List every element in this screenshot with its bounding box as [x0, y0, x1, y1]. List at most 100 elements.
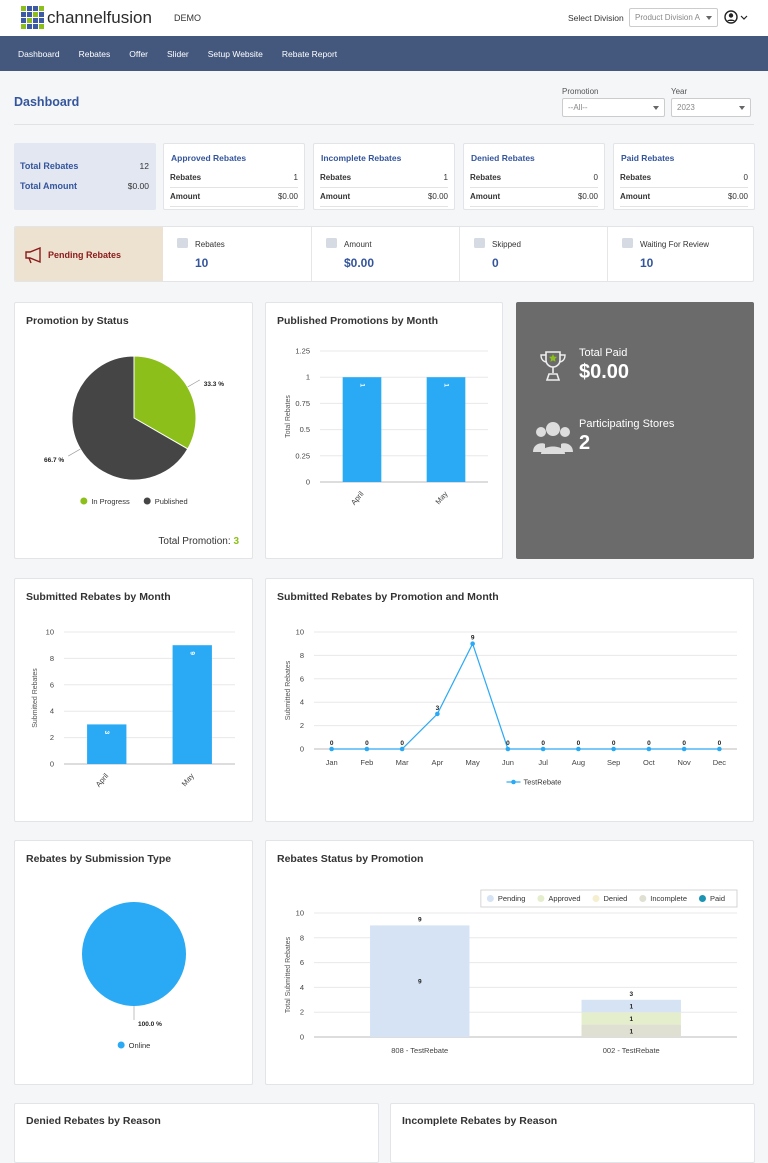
- stores-icon: [533, 422, 573, 454]
- divider: [14, 124, 754, 125]
- y-tick-label: 4: [300, 983, 304, 992]
- header: channelfusion DEMO Select Division Product …: [0, 0, 768, 36]
- y-tick-label: 8: [50, 654, 54, 663]
- card-row-label: Rebates: [470, 173, 502, 182]
- point: [505, 746, 511, 752]
- nav-item[interactable]: Rebates: [78, 48, 111, 59]
- legend-swatch: [592, 895, 600, 902]
- nav-item[interactable]: Dashboard: [18, 48, 60, 59]
- footer-value: 3: [233, 536, 239, 547]
- legend-label: Pending: [498, 894, 526, 903]
- x-tick-label: Oct: [643, 758, 656, 767]
- total-label: 3: [629, 991, 633, 998]
- paid-panel: Total Paid $0.00 Participating Stores 2: [516, 302, 754, 559]
- x-tick-label: April: [349, 489, 366, 507]
- panel-title: Incomplete Rebates by Reason: [402, 1115, 558, 1127]
- card-row-value: 1: [293, 173, 298, 182]
- pending-cell: Waiting For Review 10: [607, 227, 753, 281]
- chart: Submitted Rebates by Promotion and Month…: [277, 591, 737, 787]
- logo-icon: [21, 6, 44, 29]
- y-axis-title: Total Rebates: [285, 395, 292, 438]
- x-tick-label: Jun: [502, 758, 514, 767]
- totals-box: Total Rebates 12 Total Amount $0.00: [14, 143, 156, 210]
- point: [364, 746, 370, 752]
- bar: [172, 645, 212, 764]
- pending-item-label: Skipped: [492, 240, 521, 249]
- point-label: 0: [400, 740, 404, 747]
- y-tick-label: 0.5: [300, 425, 310, 434]
- point: [435, 711, 440, 717]
- legend-swatch: [537, 895, 545, 902]
- y-tick-label: 0: [300, 1033, 304, 1042]
- status-card: Denied Rebates Rebates 0 Amount $0.00: [463, 143, 605, 210]
- pending-icon: [474, 238, 485, 248]
- segment-label: 9: [418, 979, 422, 986]
- chart-title: Promotion by Status: [26, 315, 129, 327]
- nav-bar: Dashboard Rebates Offer Slider Setup Website…: [0, 36, 768, 71]
- bar-segment: [581, 1012, 681, 1025]
- card-row-value: $0.00: [427, 192, 448, 201]
- bar: [426, 377, 466, 482]
- pie-label: 66.7 %: [44, 457, 64, 464]
- legend-swatch: [143, 497, 151, 505]
- y-tick-label: 4: [50, 707, 54, 716]
- point-label: 0: [682, 740, 686, 747]
- nav-item[interactable]: Rebate Report: [281, 48, 338, 59]
- point-label: 0: [577, 740, 581, 747]
- point-label: 0: [612, 740, 616, 747]
- nav-item[interactable]: Slider: [167, 48, 189, 59]
- division-select[interactable]: Product Division A: [629, 8, 718, 27]
- pending-item-value: 10: [195, 256, 209, 270]
- chart: Submitted Rebates by Month 0 2 4 6 8 10 Submitt…: [26, 591, 235, 789]
- legend-label: Online: [129, 1041, 151, 1050]
- status-card: Approved Rebates Rebates 1 Amount $0.00: [163, 143, 305, 210]
- y-tick-label: 10: [296, 909, 304, 918]
- nav-item[interactable]: Setup Website: [207, 48, 263, 59]
- y-tick-label: 6: [300, 674, 304, 683]
- pie-slice: [133, 355, 197, 450]
- point: [576, 746, 581, 752]
- x-tick-label: Dec: [713, 758, 727, 767]
- paid-value: 2: [579, 432, 591, 454]
- segment-label: 1: [629, 1028, 633, 1035]
- y-axis-title: Total Submitted Rebates: [285, 936, 292, 1013]
- legend-label: Incomplete: [650, 894, 687, 903]
- filter-select[interactable]: 2023: [671, 98, 751, 117]
- y-tick-label: 10: [46, 628, 54, 637]
- totals-value: $0.00: [127, 181, 149, 191]
- bar-value-label: 9: [189, 651, 196, 655]
- pie-label: 100.0 %: [138, 1021, 162, 1028]
- filter-select[interactable]: --All--: [562, 98, 665, 117]
- legend-swatch: [80, 497, 88, 505]
- bottom-panel: Incomplete Rebates by Reason: [390, 1103, 755, 1163]
- filter-label: Year: [671, 87, 688, 96]
- card-row-value: $0.00: [727, 192, 748, 201]
- legend-swatch: [639, 895, 647, 902]
- chart-title: Rebates by Submission Type: [26, 853, 171, 865]
- card-row-value: 1: [443, 173, 448, 182]
- y-tick-label: 6: [300, 958, 304, 967]
- total-label: 9: [418, 916, 422, 923]
- card-row: Rebates 1: [170, 169, 298, 188]
- x-tick-label: Mar: [396, 758, 409, 767]
- point-label: 0: [330, 740, 334, 747]
- x-tick-label: Jul: [538, 758, 548, 767]
- segment-label: 1: [629, 1004, 633, 1011]
- pending-icon: [177, 238, 188, 248]
- totals-label: Total Rebates: [20, 161, 79, 171]
- x-tick-label: Jan: [326, 758, 338, 767]
- chart-panel: Promotion by Status 33.3 % 66.7 % In Progre…: [14, 302, 253, 559]
- point: [646, 746, 652, 752]
- point: [540, 746, 546, 752]
- card-row-value: 0: [593, 173, 598, 182]
- card-title: Paid Rebates: [621, 153, 675, 163]
- nav-item[interactable]: Offer: [129, 48, 149, 59]
- point: [399, 746, 405, 752]
- footer: Total Promotion: 3: [158, 536, 239, 547]
- y-tick-label: 8: [300, 933, 304, 942]
- point: [329, 746, 334, 752]
- pending-item-value: 10: [640, 256, 654, 270]
- legend: Online: [117, 1041, 151, 1050]
- point-label: 0: [718, 740, 722, 747]
- pending-label-box: Pending Rebates: [15, 227, 163, 281]
